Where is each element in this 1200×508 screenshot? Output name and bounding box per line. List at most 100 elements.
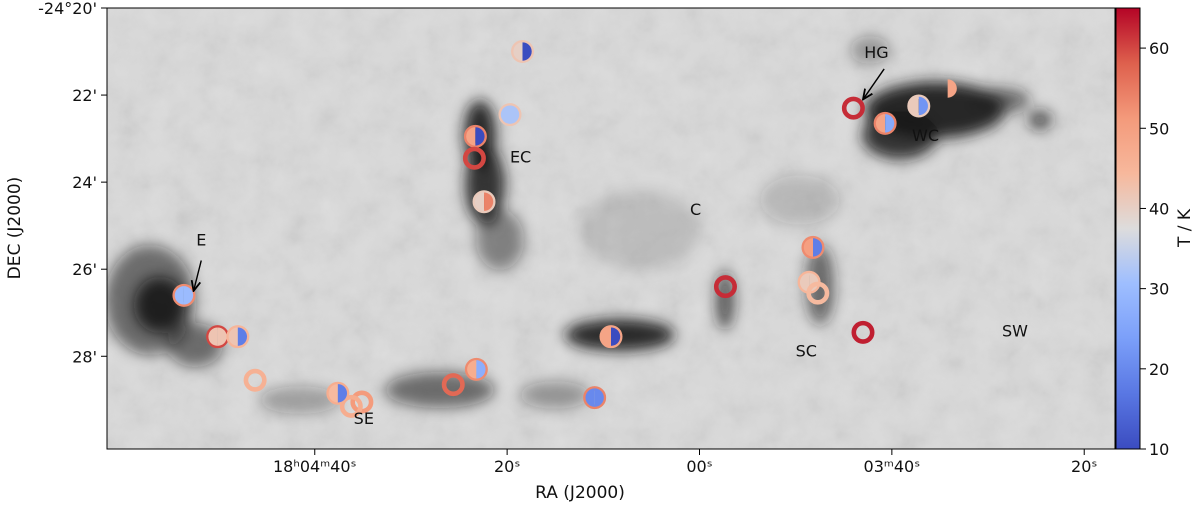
- point-left-half: [585, 388, 595, 407]
- data-point: [463, 124, 487, 148]
- point-right-half: [947, 79, 957, 98]
- point-ring: [441, 373, 465, 397]
- region-label: SC: [796, 341, 817, 360]
- y-tick-label: 28': [72, 347, 97, 366]
- point-left-half: [474, 192, 485, 211]
- annotation-layer: HG WC EC C E SC SW SE: [194, 43, 1028, 428]
- region-label: WC: [912, 126, 939, 145]
- x-axis-label: RA (J2000): [535, 483, 625, 503]
- region-label: EC: [510, 148, 531, 167]
- data-point: [441, 373, 465, 397]
- colorbar-tick-label: 40: [1149, 199, 1169, 218]
- data-point: [498, 103, 522, 127]
- point-left-half: [328, 384, 338, 403]
- x-tick-label: 20ˢ: [1071, 457, 1097, 476]
- y-tick-label: 22': [72, 86, 97, 105]
- data-point: [713, 275, 737, 299]
- data-point: [873, 111, 897, 135]
- point-left-half: [208, 327, 218, 346]
- grayscale-map: [107, 8, 1115, 449]
- data-point: [599, 325, 623, 349]
- data-point: [226, 325, 250, 349]
- point-right-half: [237, 327, 248, 346]
- data-point: [172, 283, 196, 307]
- data-point: [350, 390, 374, 414]
- region-label: C: [690, 200, 701, 219]
- point-ring: [339, 394, 363, 418]
- point-right-half: [484, 192, 494, 211]
- point-right-half: [885, 114, 895, 133]
- data-point: [464, 357, 488, 381]
- point-right-half: [594, 388, 604, 407]
- point-left-half: [513, 42, 523, 61]
- x-tick-label: 00ˢ: [686, 457, 712, 476]
- point-left-half: [467, 360, 477, 379]
- data-point: [206, 325, 230, 349]
- y-tick-label: -24°20': [38, 0, 97, 18]
- data-point: [462, 146, 486, 170]
- colorbar-tick-label: 50: [1149, 119, 1169, 138]
- point-right-half: [476, 360, 486, 379]
- region-label: E: [196, 230, 206, 249]
- data-point: [243, 368, 267, 392]
- x-tick-label: 18ʰ04ᵐ40ˢ: [273, 457, 357, 476]
- data-point: [472, 190, 496, 214]
- data-point: [583, 386, 607, 410]
- point-ring: [851, 320, 875, 344]
- data-point: [511, 40, 535, 64]
- point-left-half: [799, 273, 810, 292]
- data-point: [907, 94, 931, 118]
- point-right-half: [918, 96, 928, 116]
- point-left-half: [466, 127, 476, 146]
- colorbar-ticks: 10 20 30 40 50 60: [1140, 39, 1169, 459]
- annotation-arrow: [194, 260, 202, 290]
- point-ring: [806, 281, 830, 305]
- point-left-half: [875, 114, 886, 133]
- point-left-half: [909, 96, 919, 116]
- annotation-arrow: [863, 68, 885, 99]
- y-tick-label: 24': [72, 173, 97, 192]
- data-point: [326, 381, 350, 405]
- point-right-half: [217, 327, 227, 346]
- data-point: [947, 79, 957, 98]
- x-tick-label: 03ᵐ40ˢ: [864, 457, 921, 476]
- point-left-half: [228, 327, 238, 346]
- colorbar-tick-label: 10: [1149, 440, 1169, 459]
- data-point: [851, 320, 875, 344]
- data-point: [806, 281, 830, 305]
- point-left-half: [601, 327, 611, 346]
- region-label: SW: [1002, 322, 1028, 341]
- x-tick-label: 20ˢ: [494, 457, 520, 476]
- point-ring: [350, 390, 374, 414]
- data-point: [339, 394, 363, 418]
- colorbar-tick-label: 60: [1149, 39, 1169, 58]
- region-label: HG: [864, 43, 888, 62]
- data-point: [841, 96, 865, 120]
- region-label: SE: [354, 409, 374, 428]
- colorbar-tick-label: 30: [1149, 280, 1169, 299]
- point-right-half: [611, 327, 621, 346]
- point-ring: [841, 96, 865, 120]
- y-axis: -24°20' 22' 24' 26' 28': [38, 0, 107, 366]
- x-axis: 18ʰ04ᵐ40ˢ 20ˢ 00ˢ 03ᵐ40ˢ 20ˢ: [273, 449, 1097, 476]
- point-left-half: [500, 105, 511, 124]
- point-ring: [462, 146, 486, 170]
- point-left-half: [803, 238, 813, 257]
- point-right-half: [812, 238, 823, 257]
- y-tick-label: 26': [72, 260, 97, 279]
- data-point: [801, 235, 825, 259]
- colorbar-label: T / K: [1175, 208, 1195, 248]
- point-right-half: [337, 384, 348, 403]
- y-axis-label: DEC (J2000): [5, 177, 25, 280]
- point-right-half: [522, 42, 532, 61]
- plot-frame: [106, 7, 1116, 450]
- point-ring: [713, 275, 737, 299]
- colorbar-tick-label: 20: [1149, 360, 1169, 379]
- point-ring: [243, 368, 267, 392]
- point-right-half: [475, 127, 485, 146]
- point-left-half: [174, 286, 184, 305]
- scatter-layer: [172, 40, 957, 418]
- colorbar: [1115, 7, 1141, 450]
- point-right-half: [510, 105, 520, 124]
